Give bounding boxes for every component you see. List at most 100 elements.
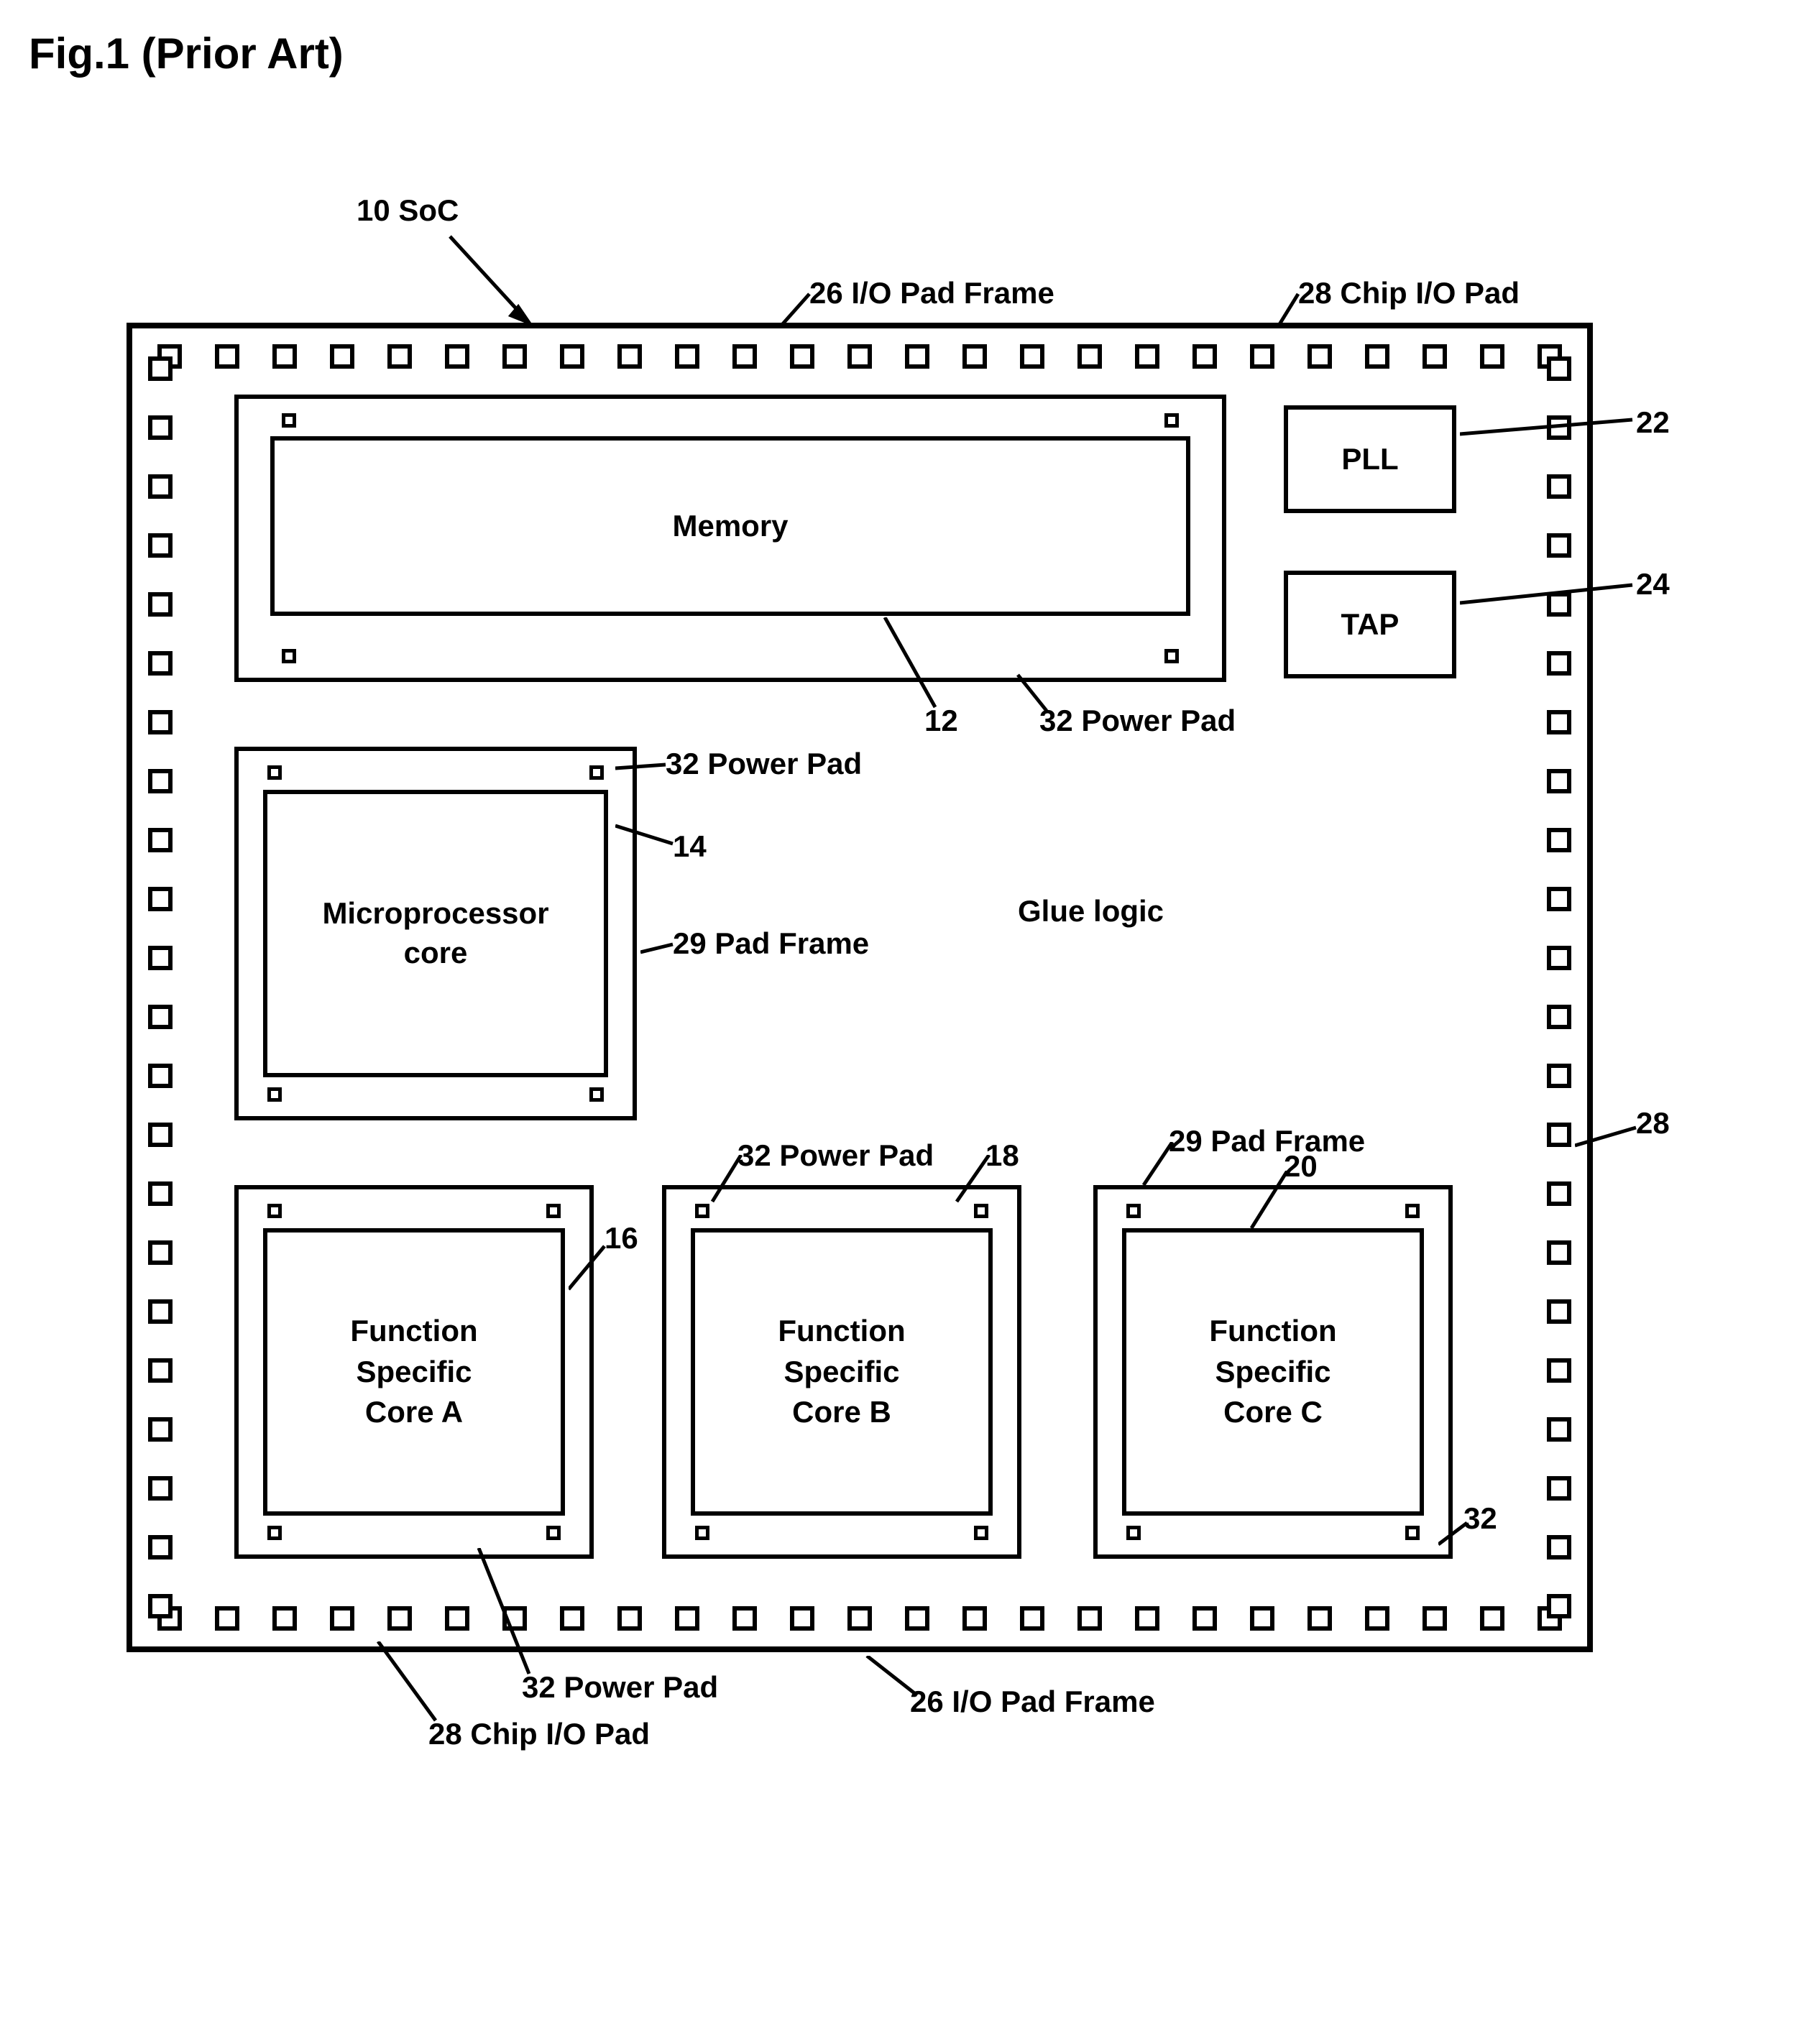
leader-chip-io-bottom (371, 1641, 443, 1728)
io-pad (1547, 533, 1571, 558)
leader-memory-power (1011, 671, 1054, 714)
leader-coreC-padframe (1140, 1142, 1183, 1192)
io-pad (1547, 356, 1571, 381)
leader-coreC-power (1438, 1519, 1469, 1548)
label-micro-padframe: 29 Pad Frame (673, 926, 869, 961)
coreB-power-pad-tl (695, 1204, 709, 1218)
coreA-power-pad-tr (546, 1204, 561, 1218)
io-pad (148, 1123, 173, 1147)
leader-micro-num (615, 819, 680, 854)
leader-micro-padframe (640, 934, 680, 955)
io-pad (1020, 1606, 1044, 1631)
io-pad (272, 1606, 297, 1631)
coreA-power-pad-tl (267, 1204, 282, 1218)
io-pad (1547, 1358, 1571, 1383)
io-pad (675, 1606, 699, 1631)
io-pad (330, 344, 354, 369)
leader-io-frame-bottom (860, 1656, 924, 1699)
memory-power-pad-bl (282, 649, 296, 663)
io-pad (1547, 887, 1571, 911)
io-pad (1547, 769, 1571, 793)
io-pad (445, 344, 469, 369)
io-pad (1547, 1064, 1571, 1088)
memory-power-pad-tr (1164, 413, 1179, 428)
glue-logic-label: Glue logic (1018, 894, 1164, 929)
io-pad (215, 344, 239, 369)
io-pad (148, 592, 173, 617)
coreB-power-pad-bl (695, 1526, 709, 1540)
io-pad (1077, 1606, 1102, 1631)
io-pad (148, 1594, 173, 1618)
label-coreC-power: 32 (1463, 1501, 1497, 1536)
io-pad (148, 1064, 173, 1088)
io-pad (560, 1606, 584, 1631)
label-memory-power: 32 Power Pad (1039, 704, 1236, 738)
tap-block: TAP (1284, 571, 1456, 678)
leader-soc (436, 229, 579, 337)
io-pad (1547, 946, 1571, 970)
io-pad (1547, 651, 1571, 676)
label-io-frame-top: 26 I/O Pad Frame (809, 276, 1054, 310)
io-pad (1547, 1535, 1571, 1559)
io-pad (502, 344, 527, 369)
io-pad (1547, 1417, 1571, 1442)
io-pad (148, 415, 173, 440)
io-pad (148, 356, 173, 381)
io-pad (1423, 344, 1447, 369)
coreB-power-pad-br (974, 1526, 988, 1540)
io-pad (1547, 1005, 1571, 1029)
figure-title: Fig.1 (Prior Art) (29, 29, 1791, 78)
io-pad (215, 1606, 239, 1631)
io-pad (148, 946, 173, 970)
io-pad (1423, 1606, 1447, 1631)
label-micro-power: 32 Power Pad (666, 747, 862, 781)
io-pad (1192, 1606, 1217, 1631)
io-pad (1077, 344, 1102, 369)
io-pad (387, 344, 412, 369)
io-pad (1547, 1181, 1571, 1206)
io-pad (1135, 1606, 1159, 1631)
leader-memory-num (878, 617, 950, 711)
io-pad (1547, 1123, 1571, 1147)
leader-bottom-power (472, 1548, 536, 1677)
io-pad (148, 1358, 173, 1383)
io-pad (148, 1476, 173, 1501)
io-pad (1547, 1476, 1571, 1501)
leader-pll (1460, 395, 1640, 438)
io-pad (1547, 1240, 1571, 1265)
io-pad (148, 1417, 173, 1442)
coreA-power-pad-br (546, 1526, 561, 1540)
coreA: Function Specific Core A (263, 1228, 565, 1516)
leader-coreB-num (953, 1155, 996, 1205)
io-pad (148, 887, 173, 911)
io-pad (560, 344, 584, 369)
diagram: 10 SoC 26 I/O Pad Frame 28 Chip I/O Pad … (47, 121, 1773, 1846)
leader-chip-io-right (1575, 1124, 1640, 1153)
io-pad (790, 344, 814, 369)
micro-power-pad-tl (267, 765, 282, 780)
coreC-power-pad-br (1405, 1526, 1420, 1540)
io-pad (148, 828, 173, 852)
memory-power-pad-tl (282, 413, 296, 428)
io-pad (1480, 1606, 1504, 1631)
label-io-frame-bottom: 26 I/O Pad Frame (910, 1685, 1155, 1719)
io-pad (732, 344, 757, 369)
io-pad (148, 533, 173, 558)
coreC: Function Specific Core C (1122, 1228, 1424, 1516)
io-pad (148, 769, 173, 793)
io-pad (1547, 828, 1571, 852)
label-tap-num: 24 (1636, 567, 1670, 602)
label-chip-io-bottom: 28 Chip I/O Pad (428, 1717, 650, 1751)
io-pad (148, 651, 173, 676)
io-pad (1250, 344, 1274, 369)
coreA-power-pad-bl (267, 1526, 282, 1540)
io-pad (617, 1606, 642, 1631)
micro-power-pad-tr (589, 765, 604, 780)
io-pad (847, 1606, 872, 1631)
io-pad (1192, 344, 1217, 369)
coreB: Function Specific Core B (691, 1228, 993, 1516)
io-pad (1480, 344, 1504, 369)
io-pad (962, 344, 987, 369)
io-pad (148, 1299, 173, 1324)
coreC-power-pad-tl (1126, 1204, 1141, 1218)
